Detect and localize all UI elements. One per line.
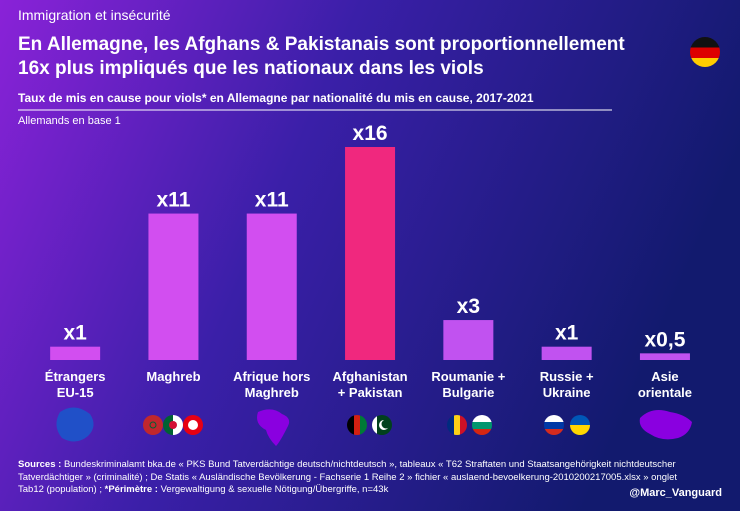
category-label: orientale [638, 385, 692, 400]
bar [148, 213, 199, 360]
kicker: Immigration et insécurité [18, 7, 171, 23]
bar [345, 147, 396, 360]
category-label: + Pakistan [338, 385, 403, 400]
flag [544, 415, 564, 435]
category-label: Maghreb [245, 385, 299, 400]
value-label: x11 [157, 189, 191, 212]
category-label: Maghreb [146, 369, 200, 384]
credit: @Marc_Vanguard [629, 487, 722, 499]
value-label: x0,5 [645, 328, 686, 351]
scope-label: *Périmètre : [104, 484, 158, 495]
sources: Sources : Bundeskriminalamt bka.de « PKS… [18, 459, 698, 497]
value-label: x3 [457, 295, 480, 318]
category-label: Étrangers [45, 369, 106, 384]
title-line: 16x plus impliqués que les nationaux dan… [18, 58, 484, 79]
annotation: Allemands en base 1 [18, 115, 121, 127]
flag [143, 415, 163, 435]
flags [56, 407, 692, 446]
flag [447, 415, 467, 435]
category-label: Ukraine [543, 385, 591, 400]
category-label: Asie [651, 369, 678, 384]
category-label: Afghanistan [332, 369, 407, 384]
flag [347, 415, 367, 435]
flag [372, 415, 392, 435]
category-label: Russie + [540, 369, 594, 384]
category-label: EU-15 [57, 385, 94, 400]
category-label: Afrique hors [233, 369, 310, 384]
value-label: x16 [353, 122, 388, 145]
bar [50, 346, 101, 360]
asia-map [639, 410, 692, 440]
bar [541, 346, 592, 360]
flag [163, 415, 183, 435]
sources-text: Bundeskriminalamt bka.de « PKS Bund Tatv… [18, 459, 678, 495]
value-label: x1 [63, 322, 87, 345]
bar [246, 213, 297, 360]
africa-map [257, 409, 290, 446]
flag [183, 415, 203, 435]
category-label: Roumanie + [431, 369, 505, 384]
flag [570, 415, 590, 435]
title-line: En Allemagne, les Afghans & Pakistanais … [18, 34, 625, 55]
subtitle: Taux de mis en cause pour viols* en Alle… [18, 91, 534, 105]
value-label: x11 [255, 189, 289, 212]
eu-map [56, 407, 94, 442]
sources-label: Sources : [18, 459, 62, 470]
germany-flag [690, 37, 720, 67]
category-label: Bulgarie [442, 385, 494, 400]
bar [443, 320, 494, 360]
bar [639, 353, 690, 360]
value-label: x1 [555, 322, 579, 345]
flag [472, 415, 492, 435]
scope-text: Vergewaltigung & sexuelle Nötigung/Überg… [160, 484, 389, 495]
